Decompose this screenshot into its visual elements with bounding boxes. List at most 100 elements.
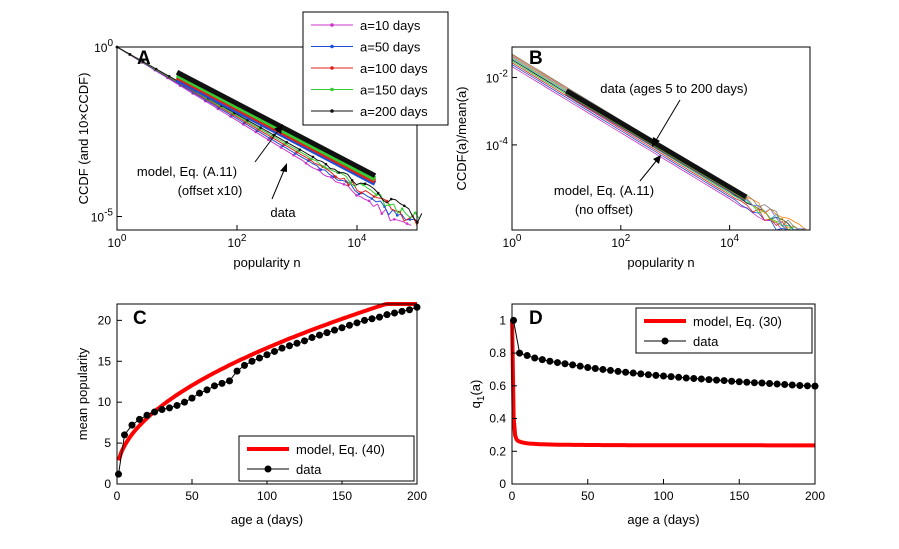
panel-b-xtick-label-1: 102 — [611, 233, 630, 250]
panel-a-legend-label-2: a=100 days — [360, 61, 428, 76]
panel-d-data-point-25 — [697, 375, 705, 383]
panel-b-data-line-0 — [511, 66, 806, 231]
panel-c-legend-label-data: data — [296, 462, 322, 477]
panel-d-data-point-21 — [667, 373, 675, 381]
panel-a-data-marker — [311, 155, 315, 159]
panel-d-data-point-16 — [629, 369, 637, 377]
panel-a-data-marker — [141, 60, 145, 63]
panel-b-xtick-label-2: 104 — [720, 233, 739, 250]
panel-c-data-point-39 — [406, 306, 413, 314]
panel-a-xtick-label-2: 104 — [348, 233, 367, 250]
panel-c-data-point-32 — [353, 319, 361, 327]
panel-a-data-marker — [355, 194, 358, 197]
panel-d-data-point-31 — [743, 378, 751, 386]
panel-d-data-point-33 — [758, 379, 766, 387]
panel-c-data-point-28 — [323, 329, 331, 337]
panel-b-xlabel: popularity n — [627, 255, 694, 270]
panel-d-data-point-36 — [781, 381, 789, 389]
panel-a-model-line-3 — [175, 70, 377, 178]
panel-a-data-marker — [317, 168, 321, 172]
panel-b-annotation-model-line1: model, Eq. (A.11) — [554, 183, 654, 198]
panel-d-data-point-12 — [599, 365, 607, 373]
panel-d-data-point-2 — [523, 352, 531, 360]
panel-a-data-marker — [334, 175, 337, 179]
panel-a-legend-marker-1 — [330, 44, 334, 49]
panel-d-ylabel: q1(a) — [468, 380, 487, 409]
panel-a-ytick-label-1: 100 — [94, 38, 113, 55]
panel-c-data-point-5 — [151, 408, 158, 416]
panel-c-data-point-4 — [143, 411, 151, 419]
panel-a-legend-marker-0 — [330, 23, 334, 27]
panel-a-data-marker — [310, 157, 313, 161]
panel-d-data-point-9 — [576, 362, 584, 370]
panel-c-data-point-19 — [256, 354, 263, 362]
panel-d-data-point-8 — [569, 361, 577, 369]
panel-c-data-point-36 — [383, 311, 391, 319]
panel-c-data-point-30 — [338, 324, 346, 332]
panel-d-data-point-32 — [750, 379, 758, 387]
panel-d-data-point-10 — [584, 363, 592, 371]
panel-b-annotation-data: data (ages 5 to 200 days) — [600, 81, 747, 96]
panel-a-data-marker — [393, 217, 396, 221]
panel-c-legend-label-model: model, Eq. (40) — [296, 442, 385, 457]
panel-c-data-point-16 — [233, 367, 241, 375]
panel-a-data-marker — [400, 207, 404, 211]
panel-d-data-point-35 — [773, 380, 781, 388]
panel-c-data-point-0 — [115, 470, 122, 478]
panel-d-legend-box — [635, 307, 813, 354]
panel-b-frame — [511, 46, 811, 231]
panel-c-data-point-18 — [248, 357, 256, 365]
panel-d-data-point-6 — [553, 359, 561, 367]
panel-a-annotation-model-line2: (offset x10) — [178, 183, 243, 198]
panel-c-data-point-13 — [211, 382, 218, 390]
panel-d-legend-label-data: data — [693, 334, 719, 349]
panel-a-data-marker — [324, 162, 328, 166]
panel-a-legend-label-3: a=150 days — [360, 83, 428, 98]
panel-c-ytick-label-3: 15 — [98, 354, 112, 368]
panel-c-data-point-31 — [346, 321, 353, 329]
panel-a-ylabel: CCDF (and 10×CCDF) — [76, 73, 91, 205]
panel-d-data-point-3 — [531, 354, 539, 362]
panel-b-arrowhead-data — [652, 137, 660, 147]
panel-d-data-point-15 — [622, 368, 630, 376]
panel-c-data-point-22 — [278, 344, 286, 352]
panel-c-data-point-10 — [188, 394, 196, 402]
panel-a-data-marker — [285, 141, 289, 144]
panel-a-data-marker — [349, 181, 352, 184]
panel-c-data-point-20 — [263, 351, 271, 359]
panel-b-label: B — [529, 48, 543, 69]
panel-c — [115, 302, 421, 478]
panel-a-data-marker — [292, 153, 295, 157]
panel-d-data-point-4 — [538, 356, 546, 364]
panel-c-data-point-23 — [286, 342, 293, 350]
panel-a-data-marker — [323, 165, 326, 169]
panel-a-data-marker — [154, 67, 158, 71]
panel-a-arrowhead-model — [274, 124, 283, 134]
panel-c-data-point-8 — [173, 401, 181, 409]
panel-b-arrow-data — [654, 99, 681, 143]
panel-a-arrow-model — [254, 127, 281, 163]
panel-c-data-point-6 — [158, 406, 166, 414]
panel-d-data-point-26 — [705, 376, 713, 384]
panel-c-legend-box — [238, 435, 415, 482]
panel-c-data-point-29 — [331, 326, 338, 334]
panel-c-ytick-label-2: 10 — [98, 395, 112, 409]
panel-d-xlabel: age a (days) — [627, 512, 699, 527]
panel-a-data-marker — [128, 53, 132, 56]
panel-a-arrow-data — [271, 167, 286, 200]
panel-c-xtick-label-2: 100 — [257, 489, 277, 503]
panel-b-data-line-1 — [511, 64, 806, 231]
panel-d-legend-marker-data — [661, 337, 669, 345]
panel-d-xtick-label-0: 0 — [509, 489, 516, 503]
panel-b-arrowhead-model — [653, 155, 661, 164]
panel-c-data-point-27 — [316, 331, 323, 339]
panel-c-ylabel: mean popularity — [75, 347, 90, 440]
panel-c-data-point-9 — [181, 398, 188, 406]
panel-d-data-point-5 — [546, 357, 554, 365]
panel-d-data-point-38 — [796, 381, 804, 389]
panel-d-xtick-label-2: 100 — [653, 489, 673, 503]
panel-a-data-marker — [363, 182, 367, 186]
panel-a-data-marker — [350, 178, 354, 182]
panel-a-data-marker — [374, 193, 378, 197]
panel-d-data-point-34 — [766, 380, 774, 388]
